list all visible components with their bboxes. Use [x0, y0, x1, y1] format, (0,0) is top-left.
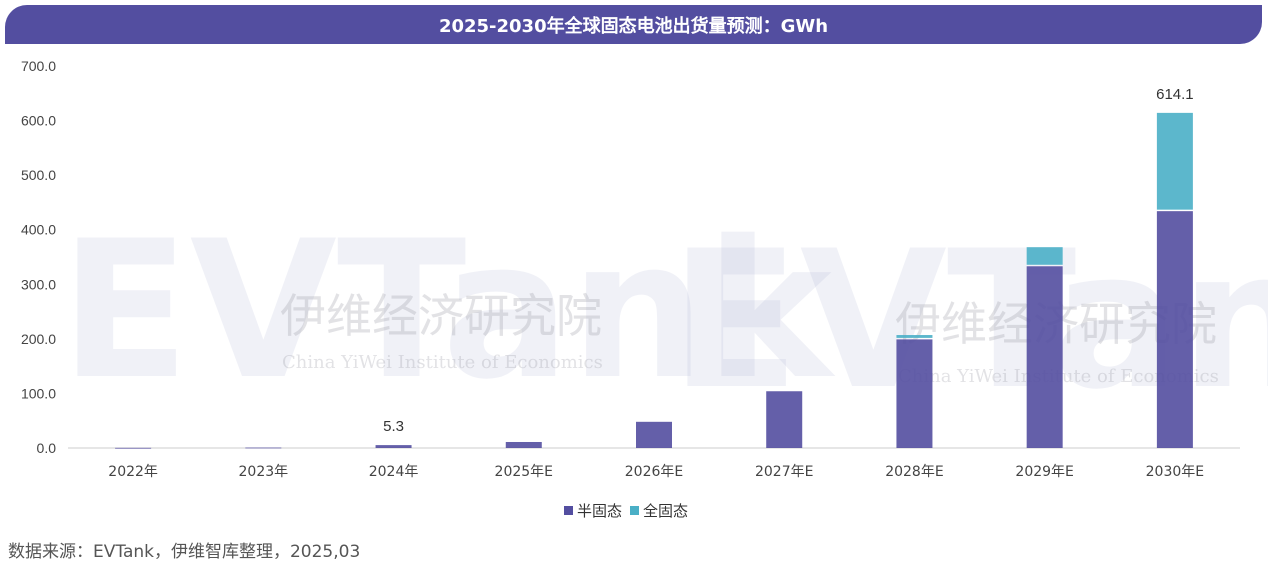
bar-semi-solid: [115, 447, 152, 449]
y-tick-label: 500.0: [21, 167, 56, 183]
x-tick-label: 2029年E: [1015, 464, 1073, 480]
y-tick-label: 100.0: [21, 385, 56, 401]
legend-swatch-all-solid: [630, 506, 640, 515]
y-tick-label: 400.0: [21, 222, 56, 238]
bar-all-solid: [1156, 112, 1193, 210]
legend-label-semi-solid: 半固态: [577, 502, 623, 520]
bar-semi-solid: [1026, 266, 1063, 448]
bar-all-solid: [896, 335, 933, 338]
data-label: 614.1: [1156, 86, 1194, 103]
x-tick-label: 2030年E: [1146, 464, 1204, 480]
x-tick-label: 2024年: [369, 464, 419, 480]
legend-swatch-semi-solid: [564, 506, 573, 515]
data-label: 5.3: [383, 418, 404, 435]
legend: 半固态 全固态: [560, 500, 688, 521]
legend-label-all-solid: 全固态: [643, 502, 689, 520]
source-note: 数据来源：EVTank，伊维智库整理，2025,03: [8, 542, 361, 562]
bar-semi-solid: [1156, 211, 1193, 448]
x-tick-label: 2023年: [239, 464, 289, 480]
y-tick-label: 300.0: [21, 276, 56, 292]
y-tick-label: 600.0: [21, 113, 56, 129]
y-tick-label: 0.0: [37, 440, 57, 456]
y-tick-label: 700.0: [21, 58, 56, 74]
bar-semi-solid: [896, 339, 933, 448]
x-tick-label: 2025年E: [495, 464, 553, 480]
bar-semi-solid: [375, 445, 412, 448]
bar-semi-solid: [766, 391, 803, 448]
bar-semi-solid: [245, 447, 282, 449]
bar-semi-solid: [505, 441, 542, 448]
x-tick-label: 2027年E: [755, 464, 813, 480]
x-tick-label: 2026年E: [625, 464, 683, 480]
x-tick-label: 2028年E: [885, 464, 943, 480]
bar-semi-solid: [636, 421, 672, 448]
x-tick-label: 2022年: [108, 464, 158, 480]
bar-all-solid: [1026, 247, 1063, 265]
y-tick-label: 200.0: [21, 331, 56, 347]
chart-title: 2025-2030年全球固态电池出货量预测：GWh: [5, 5, 1262, 44]
